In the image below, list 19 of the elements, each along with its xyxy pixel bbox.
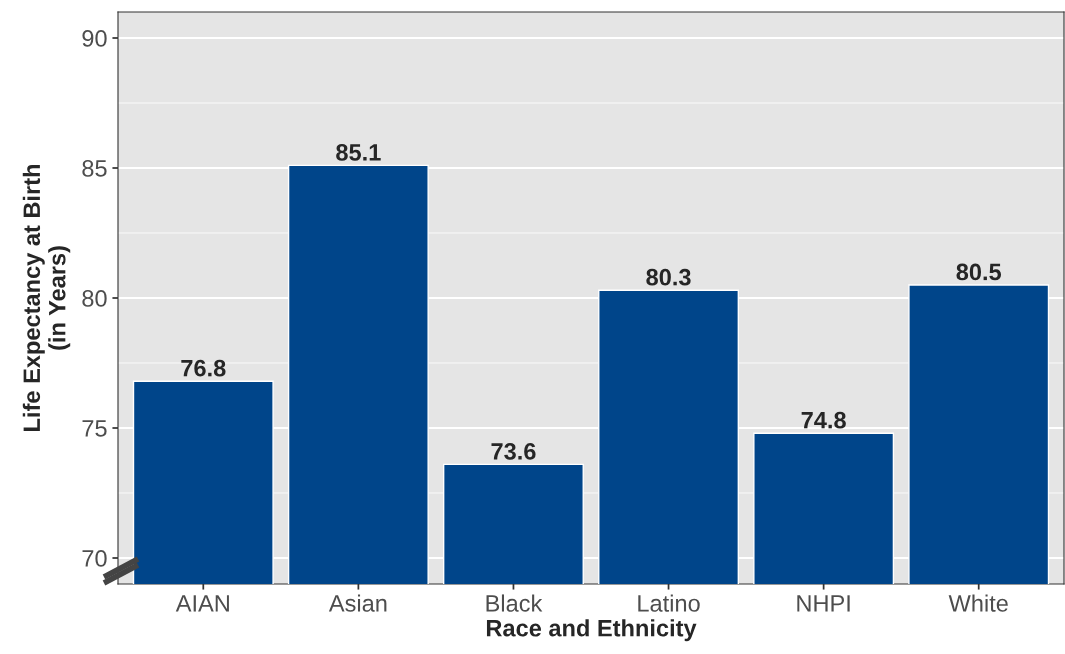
data-label: 76.8 bbox=[181, 359, 226, 377]
data-label: 80.5 bbox=[956, 263, 1002, 281]
x-tick-label: NHPI bbox=[797, 595, 850, 612]
data-label: 85.1 bbox=[336, 144, 381, 161]
x-tick-label: Latino bbox=[638, 594, 700, 612]
x-tick-label: Black bbox=[486, 594, 543, 612]
y-tick-label: 85 bbox=[82, 160, 107, 177]
y-tick-label: 75 bbox=[82, 420, 107, 437]
x-tick-label: AIAN bbox=[175, 595, 229, 612]
y-tick-label: 80 bbox=[82, 290, 107, 307]
y-axis-title: Life Expectancy at Birth (in Years) bbox=[22, 164, 71, 431]
y-tick-label: 90 bbox=[82, 30, 107, 47]
y-tick-label: 70 bbox=[82, 550, 107, 567]
x-tick-label: Asian bbox=[328, 594, 387, 612]
data-label: 74.8 bbox=[801, 411, 846, 429]
data-label: 80.3 bbox=[646, 268, 691, 286]
data-label: 73.6 bbox=[491, 443, 536, 460]
x-axis-title: Race and Ethnicity bbox=[486, 619, 697, 642]
x-tick-label: White bbox=[948, 594, 1008, 612]
